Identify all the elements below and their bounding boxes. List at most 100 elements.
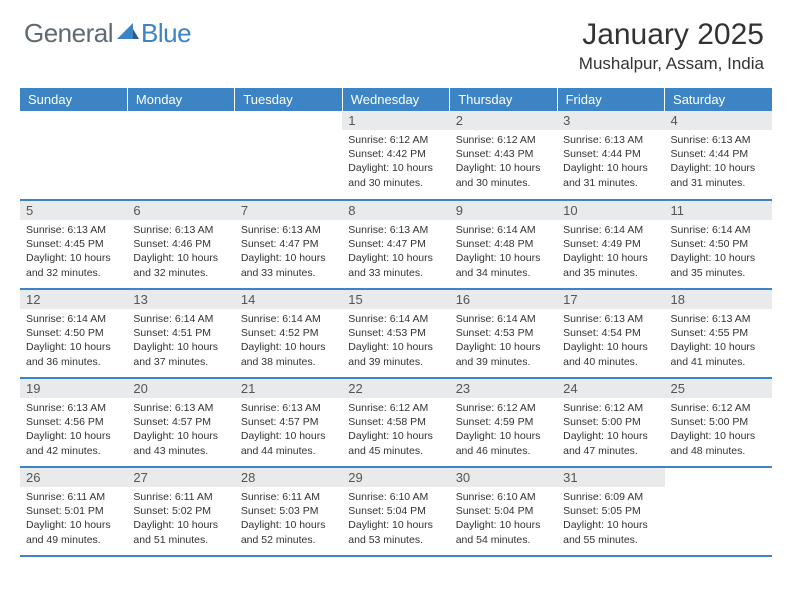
day-number: 19 [20, 379, 127, 398]
calendar-table: SundayMondayTuesdayWednesdayThursdayFrid… [20, 88, 772, 557]
day-details: Sunrise: 6:10 AMSunset: 5:04 PMDaylight:… [450, 487, 557, 551]
day-number: 10 [557, 201, 664, 220]
calendar-cell: 24Sunrise: 6:12 AMSunset: 5:00 PMDayligh… [557, 378, 664, 467]
day-details: Sunrise: 6:12 AMSunset: 4:43 PMDaylight:… [450, 130, 557, 194]
day-details: Sunrise: 6:13 AMSunset: 4:47 PMDaylight:… [235, 220, 342, 284]
calendar-cell: 31Sunrise: 6:09 AMSunset: 5:05 PMDayligh… [557, 467, 664, 556]
calendar-cell: 14Sunrise: 6:14 AMSunset: 4:52 PMDayligh… [235, 289, 342, 378]
day-number: 20 [127, 379, 234, 398]
calendar-cell: 5Sunrise: 6:13 AMSunset: 4:45 PMDaylight… [20, 200, 127, 289]
day-details: Sunrise: 6:13 AMSunset: 4:55 PMDaylight:… [665, 309, 772, 373]
day-number: 9 [450, 201, 557, 220]
calendar-cell: 16Sunrise: 6:14 AMSunset: 4:53 PMDayligh… [450, 289, 557, 378]
day-number: 17 [557, 290, 664, 309]
calendar-cell: 21Sunrise: 6:13 AMSunset: 4:57 PMDayligh… [235, 378, 342, 467]
day-details: Sunrise: 6:13 AMSunset: 4:56 PMDaylight:… [20, 398, 127, 462]
day-number: 6 [127, 201, 234, 220]
calendar-cell: 17Sunrise: 6:13 AMSunset: 4:54 PMDayligh… [557, 289, 664, 378]
day-header: Sunday [20, 88, 127, 111]
calendar-cell: 11Sunrise: 6:14 AMSunset: 4:50 PMDayligh… [665, 200, 772, 289]
day-number: 16 [450, 290, 557, 309]
calendar-cell: 15Sunrise: 6:14 AMSunset: 4:53 PMDayligh… [342, 289, 449, 378]
day-number: 4 [665, 111, 772, 130]
calendar-row: 12Sunrise: 6:14 AMSunset: 4:50 PMDayligh… [20, 289, 772, 378]
day-details: Sunrise: 6:14 AMSunset: 4:48 PMDaylight:… [450, 220, 557, 284]
calendar-cell: 28Sunrise: 6:11 AMSunset: 5:03 PMDayligh… [235, 467, 342, 556]
day-number: 27 [127, 468, 234, 487]
day-number: 23 [450, 379, 557, 398]
day-details: Sunrise: 6:13 AMSunset: 4:54 PMDaylight:… [557, 309, 664, 373]
calendar-cell: 26Sunrise: 6:11 AMSunset: 5:01 PMDayligh… [20, 467, 127, 556]
calendar-cell: 7Sunrise: 6:13 AMSunset: 4:47 PMDaylight… [235, 200, 342, 289]
day-details: Sunrise: 6:14 AMSunset: 4:53 PMDaylight:… [342, 309, 449, 373]
day-number: 3 [557, 111, 664, 130]
calendar-cell: 8Sunrise: 6:13 AMSunset: 4:47 PMDaylight… [342, 200, 449, 289]
day-header: Wednesday [342, 88, 449, 111]
calendar-cell: 1Sunrise: 6:12 AMSunset: 4:42 PMDaylight… [342, 111, 449, 200]
calendar-cell: . [20, 111, 127, 200]
day-details: Sunrise: 6:13 AMSunset: 4:57 PMDaylight:… [235, 398, 342, 462]
day-number: 7 [235, 201, 342, 220]
calendar-cell: 27Sunrise: 6:11 AMSunset: 5:02 PMDayligh… [127, 467, 234, 556]
day-header: Saturday [665, 88, 772, 111]
calendar-cell: 19Sunrise: 6:13 AMSunset: 4:56 PMDayligh… [20, 378, 127, 467]
day-details: Sunrise: 6:12 AMSunset: 4:58 PMDaylight:… [342, 398, 449, 462]
calendar-cell: 12Sunrise: 6:14 AMSunset: 4:50 PMDayligh… [20, 289, 127, 378]
day-number: 21 [235, 379, 342, 398]
calendar-row: 19Sunrise: 6:13 AMSunset: 4:56 PMDayligh… [20, 378, 772, 467]
calendar-body: ...1Sunrise: 6:12 AMSunset: 4:42 PMDayli… [20, 111, 772, 556]
day-details: Sunrise: 6:14 AMSunset: 4:51 PMDaylight:… [127, 309, 234, 373]
calendar-head: SundayMondayTuesdayWednesdayThursdayFrid… [20, 88, 772, 111]
brand-part2: Blue [141, 18, 191, 49]
calendar-cell: 10Sunrise: 6:14 AMSunset: 4:49 PMDayligh… [557, 200, 664, 289]
calendar-cell: 29Sunrise: 6:10 AMSunset: 5:04 PMDayligh… [342, 467, 449, 556]
day-number: 18 [665, 290, 772, 309]
day-number: 12 [20, 290, 127, 309]
day-details: Sunrise: 6:12 AMSunset: 4:59 PMDaylight:… [450, 398, 557, 462]
location-text: Mushalpur, Assam, India [579, 54, 764, 74]
calendar-cell: . [665, 467, 772, 556]
calendar-cell: . [235, 111, 342, 200]
day-number: 26 [20, 468, 127, 487]
day-details: Sunrise: 6:13 AMSunset: 4:45 PMDaylight:… [20, 220, 127, 284]
day-details: Sunrise: 6:12 AMSunset: 4:42 PMDaylight:… [342, 130, 449, 194]
day-number: 15 [342, 290, 449, 309]
day-number: 28 [235, 468, 342, 487]
title-block: January 2025 Mushalpur, Assam, India [579, 18, 764, 74]
brand-triangle-icon [117, 21, 139, 46]
day-details: Sunrise: 6:14 AMSunset: 4:49 PMDaylight:… [557, 220, 664, 284]
brand-logo: General Blue [24, 18, 191, 49]
calendar-cell: 2Sunrise: 6:12 AMSunset: 4:43 PMDaylight… [450, 111, 557, 200]
calendar-row: 26Sunrise: 6:11 AMSunset: 5:01 PMDayligh… [20, 467, 772, 556]
day-header: Monday [127, 88, 234, 111]
day-number: 25 [665, 379, 772, 398]
day-details: Sunrise: 6:11 AMSunset: 5:02 PMDaylight:… [127, 487, 234, 551]
day-number: 13 [127, 290, 234, 309]
day-details: Sunrise: 6:13 AMSunset: 4:46 PMDaylight:… [127, 220, 234, 284]
day-details: Sunrise: 6:11 AMSunset: 5:03 PMDaylight:… [235, 487, 342, 551]
calendar-cell: 3Sunrise: 6:13 AMSunset: 4:44 PMDaylight… [557, 111, 664, 200]
day-details: Sunrise: 6:14 AMSunset: 4:50 PMDaylight:… [665, 220, 772, 284]
calendar-row: ...1Sunrise: 6:12 AMSunset: 4:42 PMDayli… [20, 111, 772, 200]
day-number: 22 [342, 379, 449, 398]
calendar-cell: 9Sunrise: 6:14 AMSunset: 4:48 PMDaylight… [450, 200, 557, 289]
calendar-cell: 6Sunrise: 6:13 AMSunset: 4:46 PMDaylight… [127, 200, 234, 289]
day-details: Sunrise: 6:13 AMSunset: 4:44 PMDaylight:… [665, 130, 772, 194]
day-details: Sunrise: 6:12 AMSunset: 5:00 PMDaylight:… [557, 398, 664, 462]
day-header-row: SundayMondayTuesdayWednesdayThursdayFrid… [20, 88, 772, 111]
day-header: Tuesday [235, 88, 342, 111]
day-details: Sunrise: 6:09 AMSunset: 5:05 PMDaylight:… [557, 487, 664, 551]
calendar-cell: 4Sunrise: 6:13 AMSunset: 4:44 PMDaylight… [665, 111, 772, 200]
day-details: Sunrise: 6:13 AMSunset: 4:47 PMDaylight:… [342, 220, 449, 284]
day-number: 29 [342, 468, 449, 487]
calendar-cell: 23Sunrise: 6:12 AMSunset: 4:59 PMDayligh… [450, 378, 557, 467]
day-details: Sunrise: 6:14 AMSunset: 4:50 PMDaylight:… [20, 309, 127, 373]
calendar-cell: 20Sunrise: 6:13 AMSunset: 4:57 PMDayligh… [127, 378, 234, 467]
page-header: General Blue January 2025 Mushalpur, Ass… [0, 0, 792, 80]
day-number: 5 [20, 201, 127, 220]
day-details: Sunrise: 6:13 AMSunset: 4:57 PMDaylight:… [127, 398, 234, 462]
day-header: Friday [557, 88, 664, 111]
brand-part1: General [24, 18, 113, 49]
day-number: 2 [450, 111, 557, 130]
day-details: Sunrise: 6:12 AMSunset: 5:00 PMDaylight:… [665, 398, 772, 462]
